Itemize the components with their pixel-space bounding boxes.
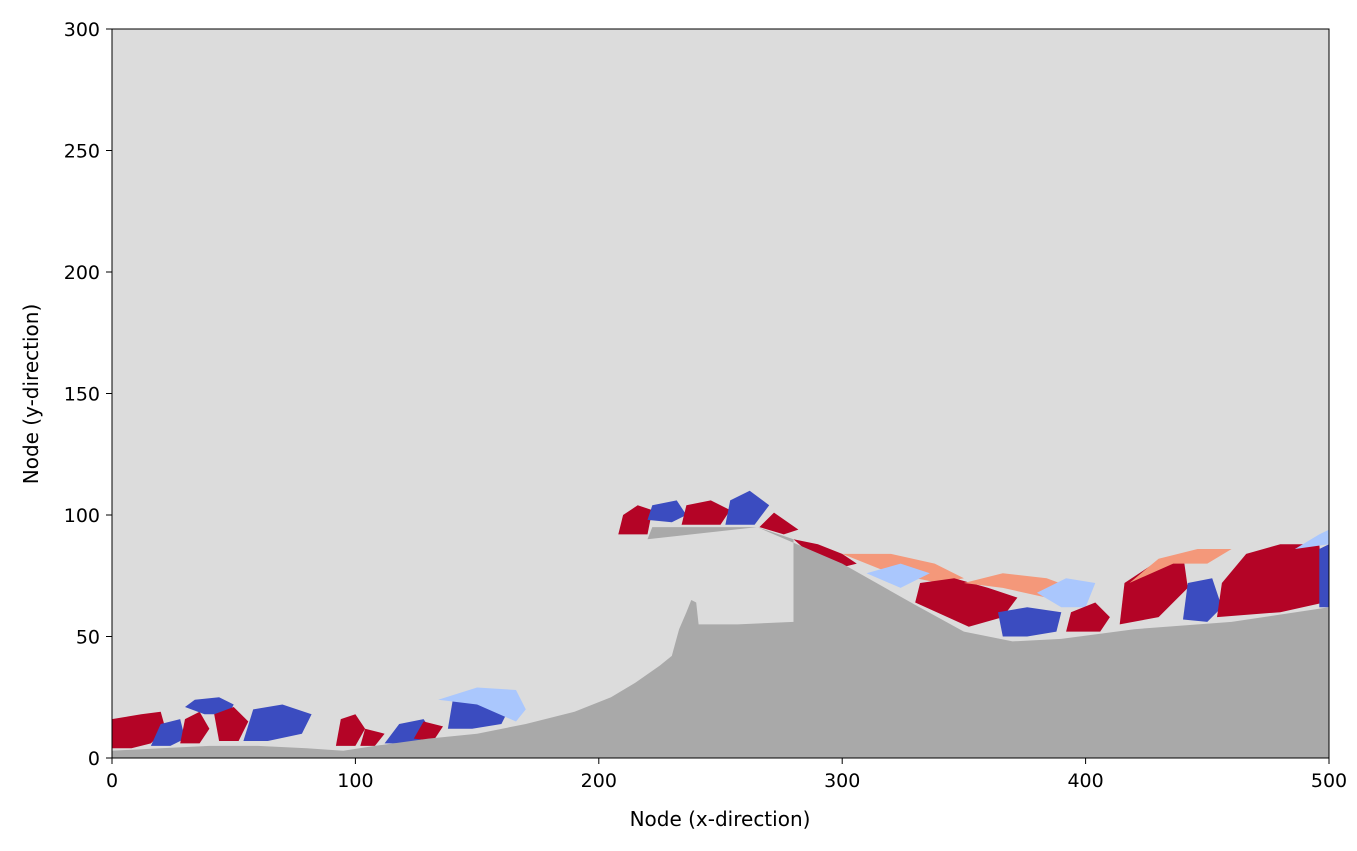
x-tick-label: 200 [581, 770, 617, 792]
y-tick-label: 150 [64, 384, 100, 406]
solid-terrain [112, 527, 1329, 758]
x-tick-label: 300 [824, 770, 860, 792]
fluid-region-light_negative-23 [1036, 578, 1096, 608]
fluid-region-negative-27 [1183, 578, 1222, 622]
fluid-region-positive-24 [1066, 602, 1110, 632]
fluid-region-positive-28 [1217, 544, 1325, 618]
fluid-region-negative-21 [998, 607, 1062, 637]
fluid-region-positive-16 [759, 512, 799, 535]
fluid-region-positive-9 [413, 721, 443, 741]
plot-area [111, 28, 1330, 759]
y-tick-label: 300 [64, 19, 100, 41]
x-tick-label: 100 [337, 770, 373, 792]
fluid-region-positive-17 [793, 539, 857, 569]
fluid-region-positive-7 [360, 728, 385, 746]
fluid-region-light_negative-30 [1294, 529, 1329, 549]
x-tick-label: 500 [1311, 770, 1347, 792]
fluid-region-light_negative-11 [438, 687, 526, 722]
y-tick-label: 200 [64, 262, 100, 284]
fluid-region-positive-4 [214, 707, 249, 741]
fluid-region-positive-20 [915, 578, 1018, 627]
y-tick-label: 250 [64, 141, 100, 163]
fluid-region-negative-1 [150, 719, 185, 746]
y-tick-label: 100 [64, 505, 100, 527]
y-axis-label: Node (y-direction) [19, 304, 43, 485]
x-axis: 0 100 200 300 400 500 [106, 758, 1347, 792]
y-tick-label: 0 [88, 748, 100, 770]
fluid-layer [112, 490, 1329, 749]
fluid-region-light_positive-26 [1129, 549, 1232, 583]
fluid-region-positive-25 [1119, 553, 1188, 625]
x-axis-label: Node (x-direction) [630, 807, 811, 831]
fluid-region-positive-14 [681, 500, 731, 525]
y-tick-label: 50 [76, 627, 100, 649]
fluid-region-positive-12 [618, 505, 653, 535]
fluid-region-positive-0 [112, 711, 166, 749]
fluid-region-negative-13 [647, 500, 687, 523]
fluid-region-positive-2 [180, 711, 210, 744]
x-tick-label: 400 [1067, 770, 1103, 792]
y-axis: 0 50 100 150 200 250 300 [64, 19, 112, 770]
fluid-region-negative-3 [185, 697, 234, 715]
fluid-region-negative-15 [725, 490, 770, 525]
fluid-region-negative-29 [1319, 544, 1329, 608]
x-tick-label: 0 [106, 770, 118, 792]
fluid-region-light_negative-19 [866, 563, 930, 588]
fluid-region-positive-6 [335, 714, 366, 746]
fluid-region-negative-5 [243, 704, 312, 741]
